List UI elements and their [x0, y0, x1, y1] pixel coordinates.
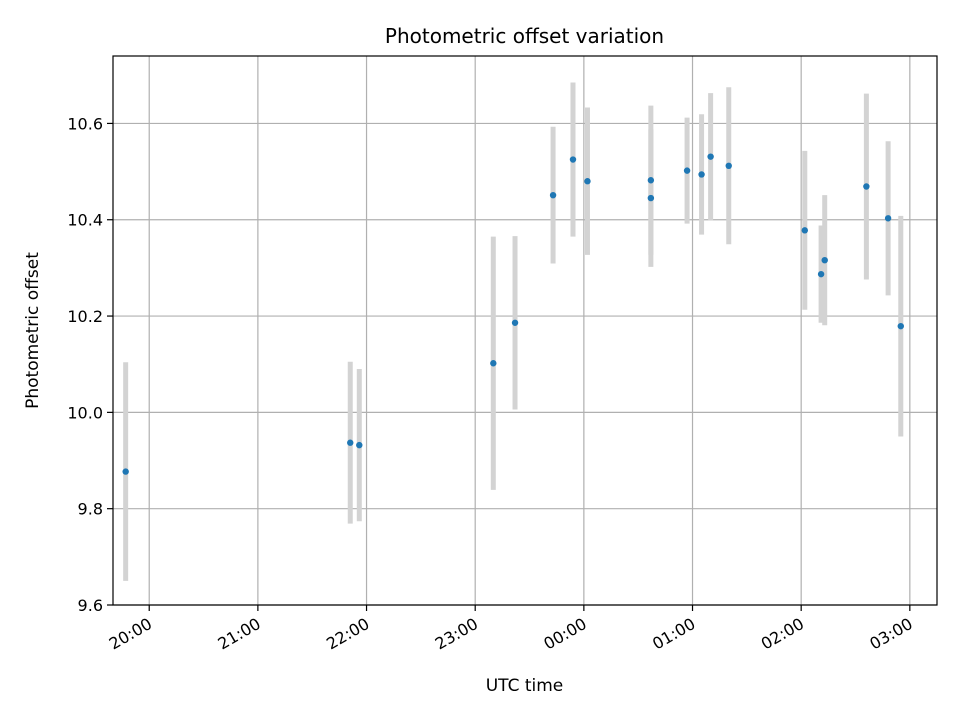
data-point	[490, 360, 497, 367]
data-point	[897, 322, 904, 330]
data-point	[647, 177, 655, 184]
data-point	[698, 171, 705, 178]
y-axis-label: Photometric offset	[23, 252, 43, 409]
y-tick-label: 10.2	[67, 307, 103, 326]
y-tick-label: 9.6	[78, 596, 103, 615]
data-point	[511, 319, 519, 326]
data-point	[347, 439, 354, 446]
data-point	[569, 156, 577, 163]
data-points	[122, 153, 904, 475]
data-point	[821, 256, 828, 264]
data-point	[683, 167, 691, 174]
y-tick-label: 9.8	[78, 500, 103, 519]
data-point	[863, 183, 870, 190]
data-point	[817, 270, 825, 278]
data-point	[356, 441, 363, 449]
data-point	[584, 178, 591, 185]
grid	[113, 56, 937, 606]
data-point	[884, 215, 892, 222]
y-tick-label: 10.4	[67, 211, 103, 230]
chart-title: Photometric offset variation	[385, 24, 664, 48]
data-point	[725, 162, 732, 169]
data-point	[801, 227, 808, 234]
plot-frame	[112, 55, 938, 606]
data-point	[647, 194, 655, 202]
data-point	[707, 153, 714, 160]
data-point	[122, 468, 129, 475]
x-axis-label: UTC time	[486, 676, 564, 696]
y-tick-label: 10.6	[67, 114, 103, 133]
data-point	[549, 191, 557, 199]
y-tick-label: 10.0	[67, 403, 103, 422]
